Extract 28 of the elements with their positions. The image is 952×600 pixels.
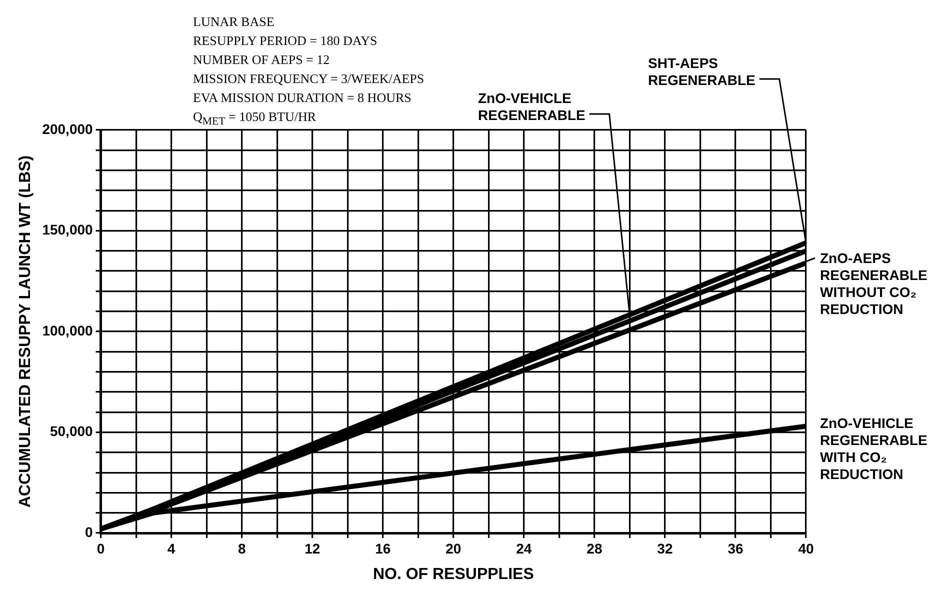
text: Q$_{MET}$ = 1050 BTU/HR: [193, 108, 318, 130]
y-tick-label: 0: [85, 524, 94, 540]
x-tick-label: 32: [657, 540, 673, 556]
x-tick-label: 4: [167, 540, 176, 556]
y-tick-label: 100,000: [42, 322, 94, 338]
y-tick-label: 50,000: [50, 423, 94, 440]
text: RESUPPLY PERIOD = 180 DAYS: [193, 32, 378, 50]
text: LUNAR BASE: [193, 13, 276, 31]
x-tick-label: 28: [586, 540, 602, 556]
y-tick-label: 150,000: [42, 222, 94, 238]
text: MISSION FREQUENCY = 3/WEEK/AEPS: [193, 70, 424, 88]
annotation: SHT-AEPS REGENERABLE: [648, 55, 756, 88]
x-tick-label: 0: [96, 540, 105, 556]
y-axis-title: ACCUMULATED RESUPPY LAUNCH WT (LBS): [17, 155, 34, 508]
annotation: ZnO-VEHICLE REGENERABLE WITH CO₂ REDUCTION: [820, 415, 928, 482]
x-tick-label: 36: [728, 540, 744, 556]
annotation: ZnO-AEPS REGENERABLE WITHOUT CO₂ REDUCTION: [820, 250, 928, 317]
y-tick-label: 200,000: [42, 120, 94, 137]
x-tick-label: 20: [446, 540, 462, 556]
x-axis-title: NO. OF RESUPPLIES: [372, 566, 534, 583]
annotation: ZnO-VEHICLE REGENERABLE: [478, 90, 586, 123]
x-tick-label: 16: [375, 540, 391, 556]
x-tick-label: 40: [798, 540, 814, 556]
x-tick-label: 24: [516, 540, 532, 556]
text: EVA MISSION DURATION = 8 HOURS: [193, 89, 412, 107]
x-tick-label: 8: [238, 540, 246, 556]
text: NUMBER OF AEPS = 12: [193, 51, 331, 69]
x-tick-label: 12: [304, 540, 320, 556]
